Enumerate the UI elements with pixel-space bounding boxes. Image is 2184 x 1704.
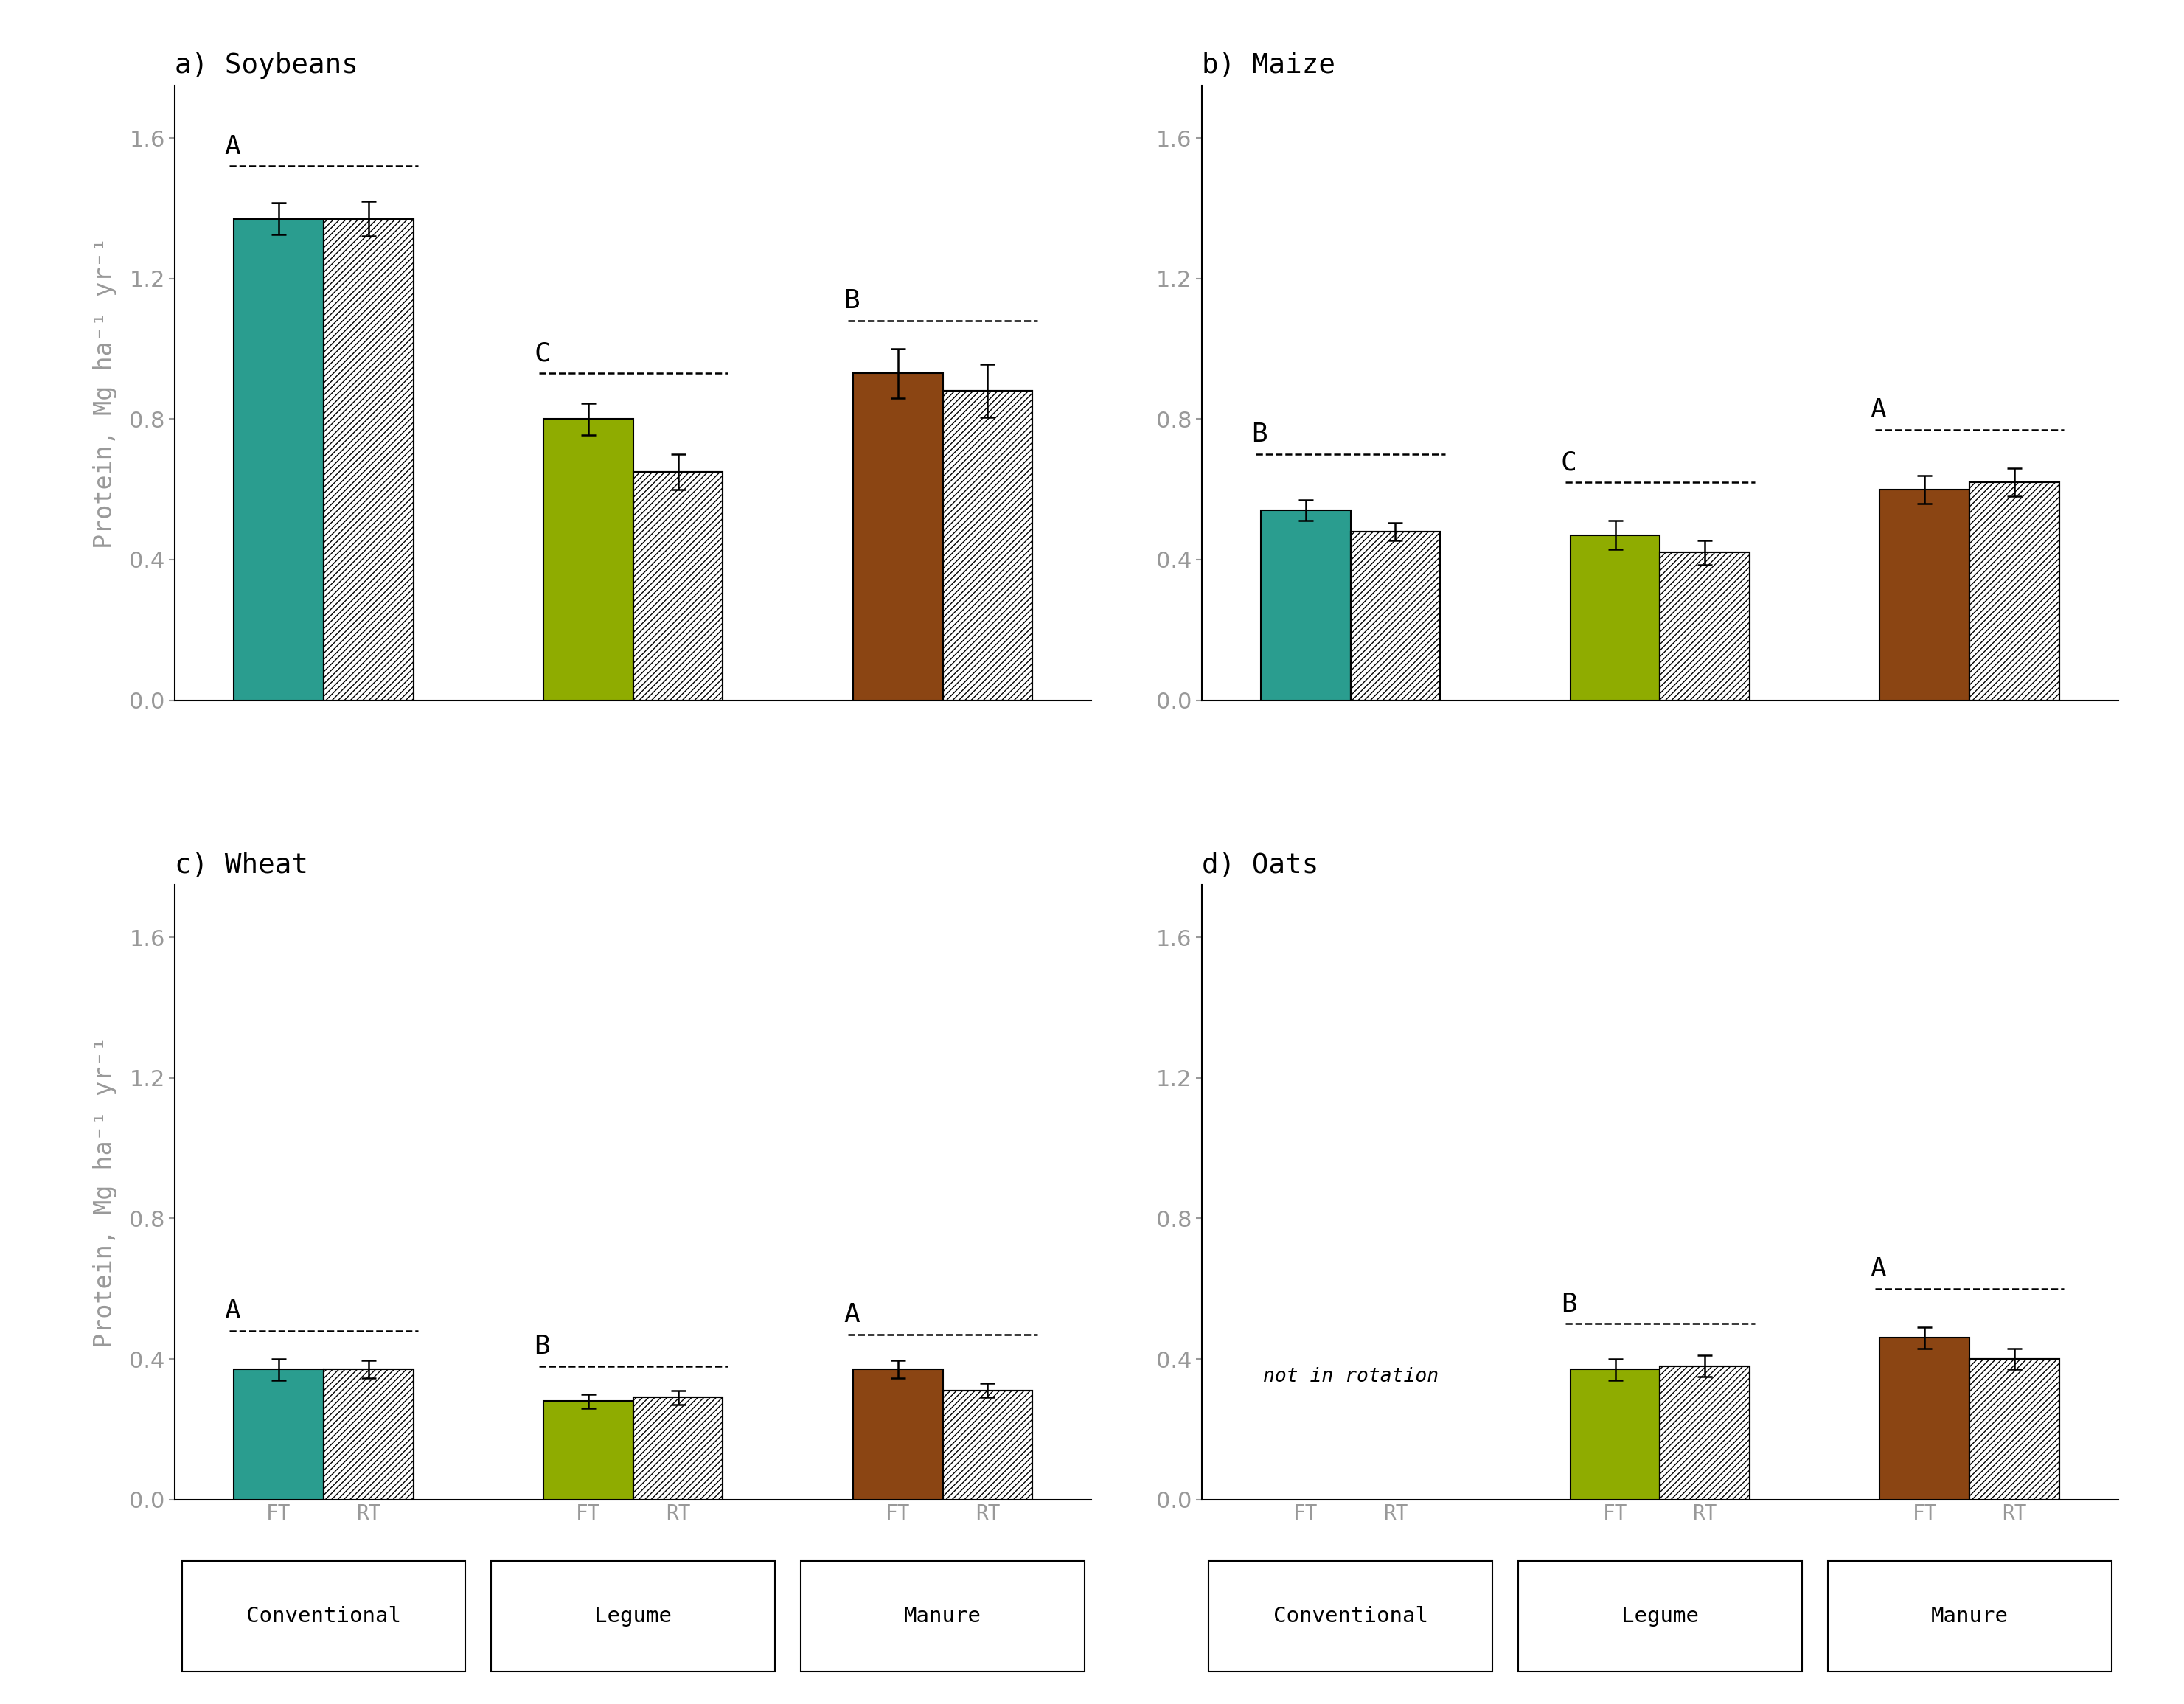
- Text: B: B: [1562, 1292, 1577, 1317]
- Bar: [1660, 552, 1749, 700]
- Bar: [491, 1561, 775, 1672]
- Bar: [234, 218, 323, 700]
- Bar: [854, 373, 943, 700]
- Bar: [181, 1561, 465, 1672]
- Text: a) Soybeans: a) Soybeans: [175, 53, 358, 78]
- Text: A: A: [843, 1302, 860, 1327]
- Bar: [1208, 1561, 1492, 1672]
- Text: c) Wheat: c) Wheat: [175, 852, 308, 878]
- Bar: [1660, 1367, 1749, 1500]
- Bar: [1350, 532, 1439, 700]
- Bar: [633, 472, 723, 700]
- Bar: [544, 1401, 633, 1500]
- Bar: [633, 472, 723, 700]
- Bar: [633, 1397, 723, 1500]
- Text: Legume: Legume: [1621, 1607, 1699, 1627]
- Text: B: B: [843, 288, 860, 314]
- Bar: [234, 1370, 323, 1500]
- Bar: [1970, 1360, 2060, 1500]
- Text: B: B: [1251, 423, 1267, 446]
- Text: A: A: [225, 135, 240, 158]
- Bar: [1880, 1338, 1970, 1500]
- Text: B: B: [533, 1334, 550, 1360]
- Bar: [1828, 1561, 2112, 1672]
- Text: Conventional: Conventional: [1273, 1607, 1428, 1627]
- Bar: [1970, 482, 2060, 700]
- Bar: [1880, 489, 1970, 700]
- Bar: [943, 390, 1033, 700]
- Bar: [943, 1390, 1033, 1500]
- Bar: [1350, 532, 1439, 700]
- Bar: [633, 1397, 723, 1500]
- Text: not in rotation: not in rotation: [1262, 1367, 1439, 1385]
- Text: Manure: Manure: [904, 1607, 981, 1627]
- Bar: [1260, 511, 1350, 700]
- Bar: [323, 1370, 413, 1500]
- Text: Conventional: Conventional: [247, 1607, 402, 1627]
- Bar: [544, 419, 633, 700]
- Bar: [802, 1561, 1085, 1672]
- Text: A: A: [1870, 397, 1887, 423]
- Bar: [1660, 552, 1749, 700]
- Y-axis label: Protein, Mg ha⁻¹ yr⁻¹: Protein, Mg ha⁻¹ yr⁻¹: [92, 1036, 118, 1348]
- Text: b) Maize: b) Maize: [1201, 53, 1334, 78]
- Bar: [1660, 1367, 1749, 1500]
- Text: C: C: [533, 341, 550, 366]
- Text: A: A: [225, 1298, 240, 1324]
- Y-axis label: Protein, Mg ha⁻¹ yr⁻¹: Protein, Mg ha⁻¹ yr⁻¹: [92, 237, 118, 549]
- Bar: [323, 1370, 413, 1500]
- Bar: [1518, 1561, 1802, 1672]
- Bar: [1970, 1360, 2060, 1500]
- Text: A: A: [1870, 1256, 1887, 1281]
- Bar: [943, 1390, 1033, 1500]
- Bar: [323, 218, 413, 700]
- Bar: [1970, 482, 2060, 700]
- Text: Legume: Legume: [594, 1607, 673, 1627]
- Bar: [943, 390, 1033, 700]
- Bar: [1570, 1370, 1660, 1500]
- Text: d) Oats: d) Oats: [1201, 852, 1319, 878]
- Bar: [854, 1370, 943, 1500]
- Text: Manure: Manure: [1931, 1607, 2009, 1627]
- Bar: [1570, 535, 1660, 700]
- Text: C: C: [1562, 450, 1577, 475]
- Bar: [323, 218, 413, 700]
